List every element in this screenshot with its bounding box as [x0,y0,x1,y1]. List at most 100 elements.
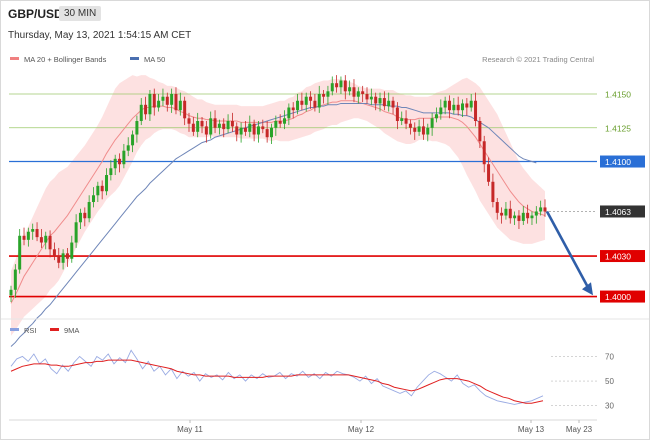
candle-body-35 [161,96,165,101]
chart-datetime: Thursday, May 13, 2021 1:54:15 AM CET [8,30,192,41]
ma50-line [10,102,537,347]
candle-body-115 [508,208,512,219]
candle-body-67 [300,100,304,105]
level-badge-2 [600,155,645,168]
candle-body-118 [521,212,525,221]
candle-body-122 [539,207,543,212]
candle-body-63 [283,118,287,124]
candle-body-108 [478,121,482,142]
candle-body-106 [469,100,473,108]
candle-body-58 [261,126,265,130]
candle-body-4 [26,231,30,240]
candle-body-99 [439,107,443,115]
candle-body-36 [165,96,169,105]
candle-body-43 [196,121,200,132]
candle-body-33 [152,94,156,108]
candle-body-34 [157,100,161,108]
candle-body-48 [217,123,221,128]
candle-body-57 [256,126,260,135]
candle-body-101 [447,100,451,111]
candle-body-90 [400,118,404,122]
candle-body-78 [348,87,352,92]
candle-body-32 [148,94,152,115]
candle-body-47 [213,118,217,128]
candle-body-6 [35,229,39,238]
candle-body-30 [139,104,143,122]
candle-body-71 [317,94,321,108]
candle-body-95 [421,126,425,135]
candle-body-24 [113,158,117,169]
level-label-4: 1.4000 [605,292,631,302]
candle-body-39 [178,100,182,111]
candle-body-68 [304,96,308,105]
rsi-tick-1: 50 [605,377,614,386]
candle-body-3 [22,235,26,240]
symbol-title: GBP/USD [8,7,63,21]
x-tick-label-3: May 23 [566,425,593,434]
rsi-legend-swatch-0 [10,328,19,331]
candle-body-45 [204,126,208,135]
candle-body-92 [408,123,412,128]
x-tick-label-1: May 12 [348,425,375,434]
candle-body-75 [335,83,339,88]
candle-body-8 [44,235,48,243]
timeframe-badge[interactable]: 30 MIN [59,6,102,21]
candle-body-116 [513,215,517,219]
candle-body-20 [96,185,100,196]
candle-body-121 [534,211,538,216]
candle-body-53 [239,127,243,135]
level-label-1: 1.4125 [605,123,631,133]
candle-body-52 [235,126,239,135]
candle-body-81 [361,91,365,95]
level-badge-3 [600,250,645,263]
candle-body-22 [105,175,109,192]
candle-body-40 [183,100,187,119]
candle-body-80 [356,91,360,97]
candle-body-49 [222,123,226,130]
candle-body-19 [91,195,95,203]
candle-body-103 [456,104,460,111]
candle-body-120 [530,215,534,219]
candle-body-38 [174,94,178,111]
candle-body-13 [65,253,69,259]
rsi-legend-swatch-1 [50,328,59,331]
candle-body-88 [391,100,395,108]
rsi-tick-0: 30 [605,402,614,411]
candle-body-2 [18,235,22,270]
candle-body-1 [13,269,17,290]
candle-body-27 [126,145,130,151]
candle-body-112 [495,202,499,213]
candle-body-96 [426,127,430,135]
x-tick-label-2: May 13 [518,425,545,434]
candle-body-42 [191,123,195,132]
candle-body-98 [434,114,438,119]
candle-body-114 [504,208,508,216]
x-tick-label-0: May 11 [177,425,203,434]
candle-body-113 [500,212,504,216]
candle-body-54 [243,127,247,132]
candle-body-10 [52,249,56,257]
candle-body-16 [78,212,82,223]
candle-body-56 [252,123,256,135]
candle-body-55 [248,123,252,132]
candle-body-85 [378,98,382,104]
candle-body-29 [135,121,139,135]
bollinger-band [11,75,545,336]
candle-body-50 [226,121,230,130]
candle-body-46 [209,118,213,135]
candle-body-5 [31,229,35,232]
forecast-arrow-head [582,282,593,296]
last-price-badge [600,205,645,218]
candle-body-23 [109,168,113,176]
candle-body-76 [339,80,343,88]
candle-body-110 [487,164,491,182]
candle-body-44 [200,121,204,127]
level-label-3: 1.4030 [605,252,631,262]
candle-body-123 [543,207,547,212]
candle-body-61 [274,121,278,128]
forecast-arrow-shaft [545,210,591,290]
candle-body-26 [122,150,126,165]
candle-body-107 [474,100,478,122]
candle-body-21 [100,185,104,192]
candle-body-104 [461,103,465,111]
